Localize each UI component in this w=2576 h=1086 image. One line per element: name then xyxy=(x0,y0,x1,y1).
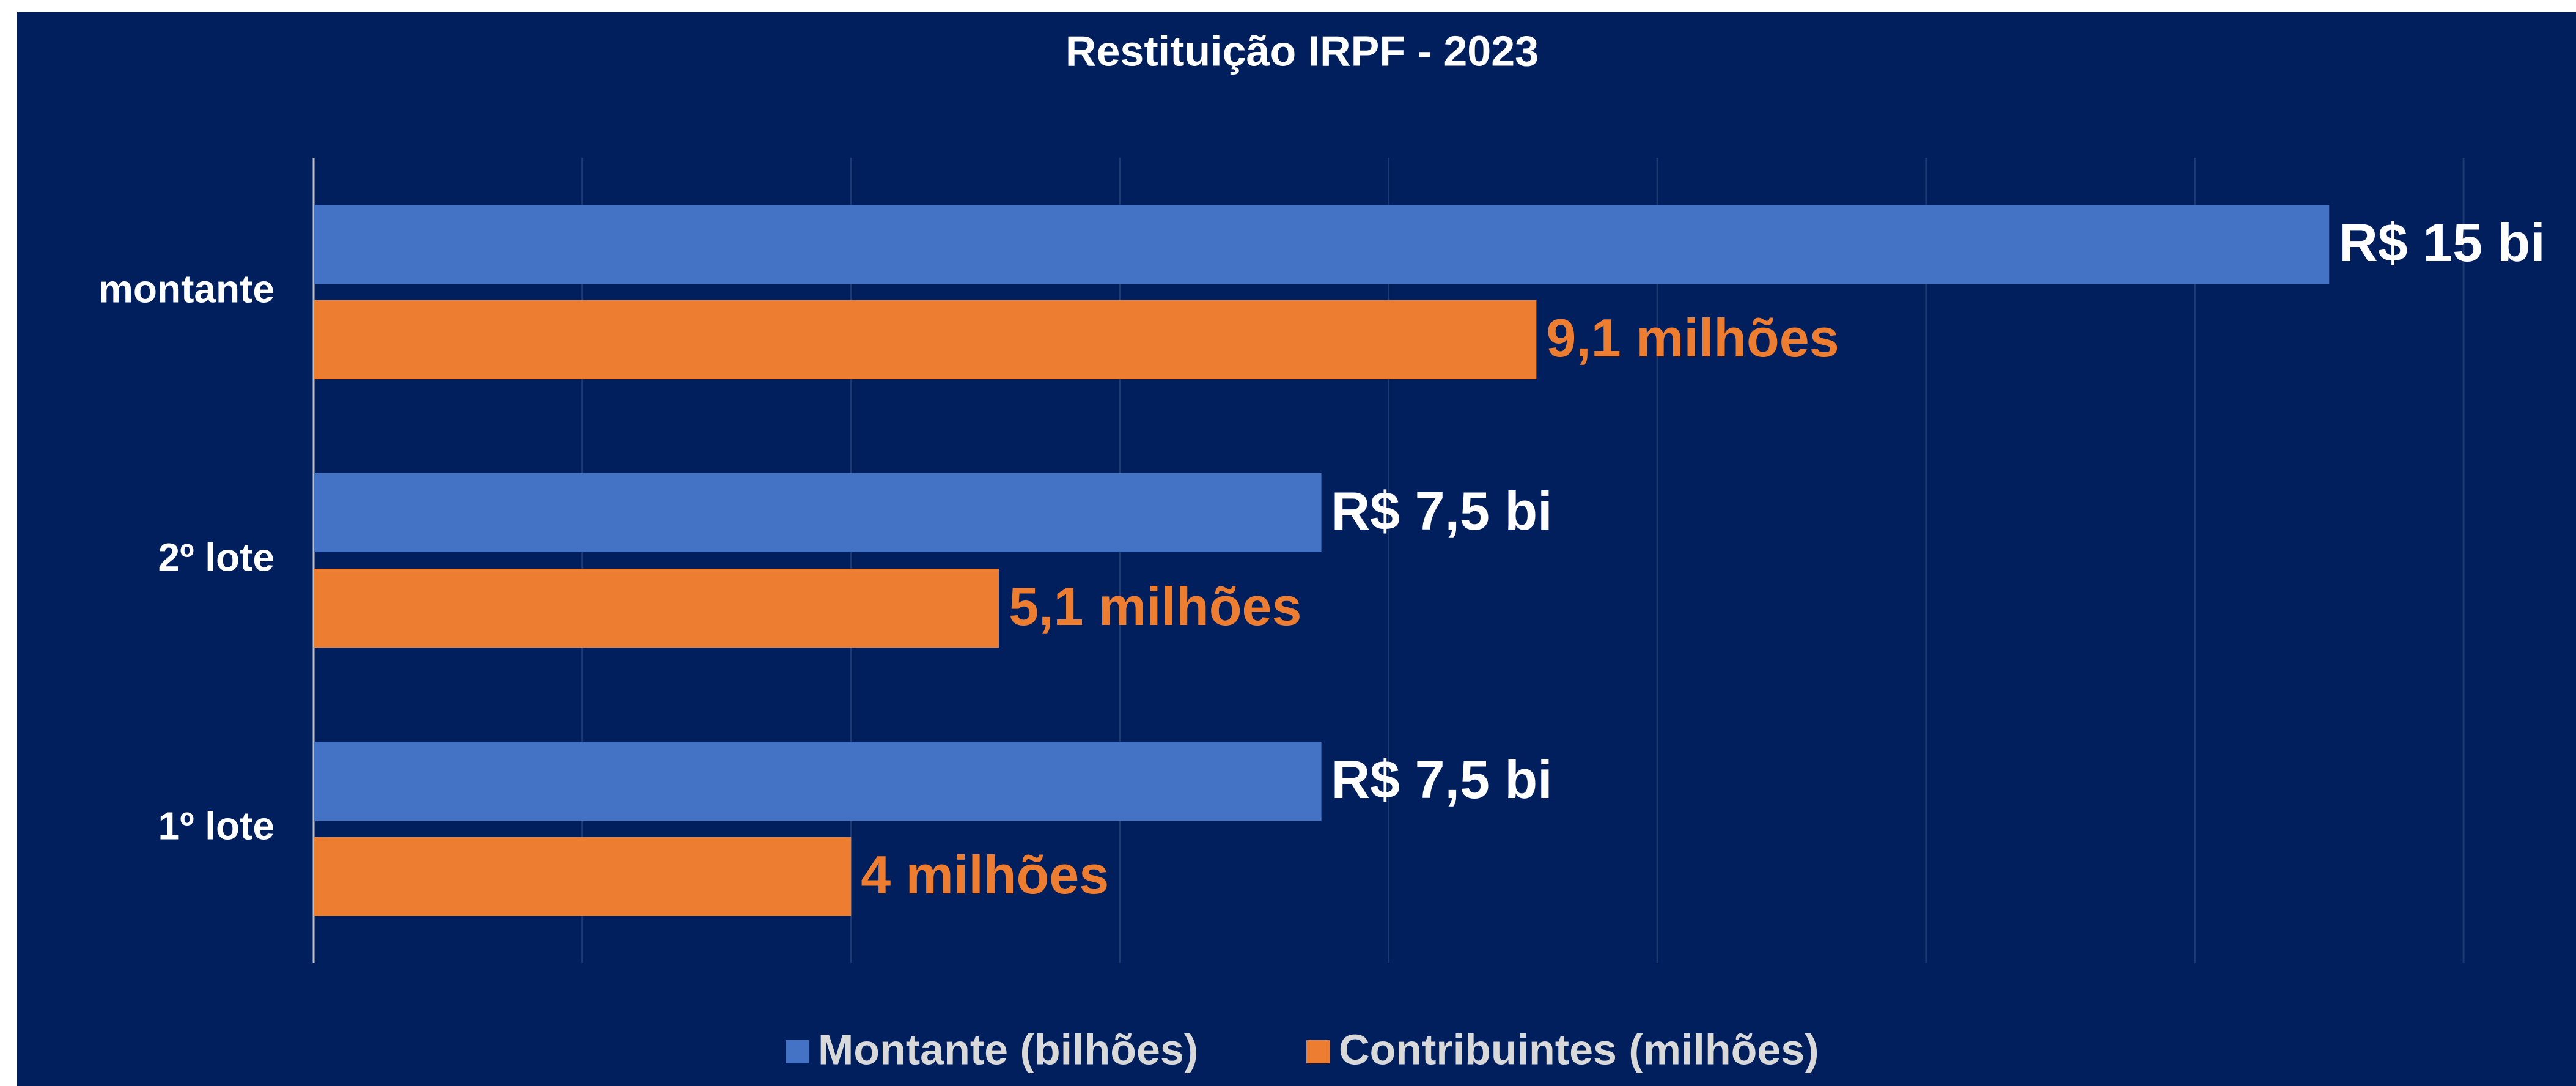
y-tick-label: 2º lote xyxy=(158,535,274,579)
data-label: R$ 7,5 bi xyxy=(1331,749,1553,810)
bar xyxy=(314,837,852,916)
bar xyxy=(314,742,1322,821)
bar xyxy=(314,205,2330,284)
y-tick-label: montante xyxy=(98,267,274,311)
legend-label: Montante (bilhões) xyxy=(818,1025,1198,1073)
data-label: 5,1 milhões xyxy=(1009,576,1301,637)
data-label: R$ 15 bi xyxy=(2339,212,2545,273)
legend-label: Contribuintes (milhões) xyxy=(1339,1025,1819,1073)
data-label: 4 milhões xyxy=(861,844,1109,905)
data-label: 9,1 milhões xyxy=(1546,308,1839,368)
legend-swatch xyxy=(1306,1040,1330,1063)
data-label: R$ 7,5 bi xyxy=(1331,481,1553,541)
bar xyxy=(314,473,1322,552)
y-tick-label: 1º lote xyxy=(158,803,274,848)
bar xyxy=(314,569,999,648)
legend-swatch xyxy=(786,1040,809,1063)
chart-title: Restituição IRPF - 2023 xyxy=(1065,27,1539,75)
bar xyxy=(314,300,1537,379)
